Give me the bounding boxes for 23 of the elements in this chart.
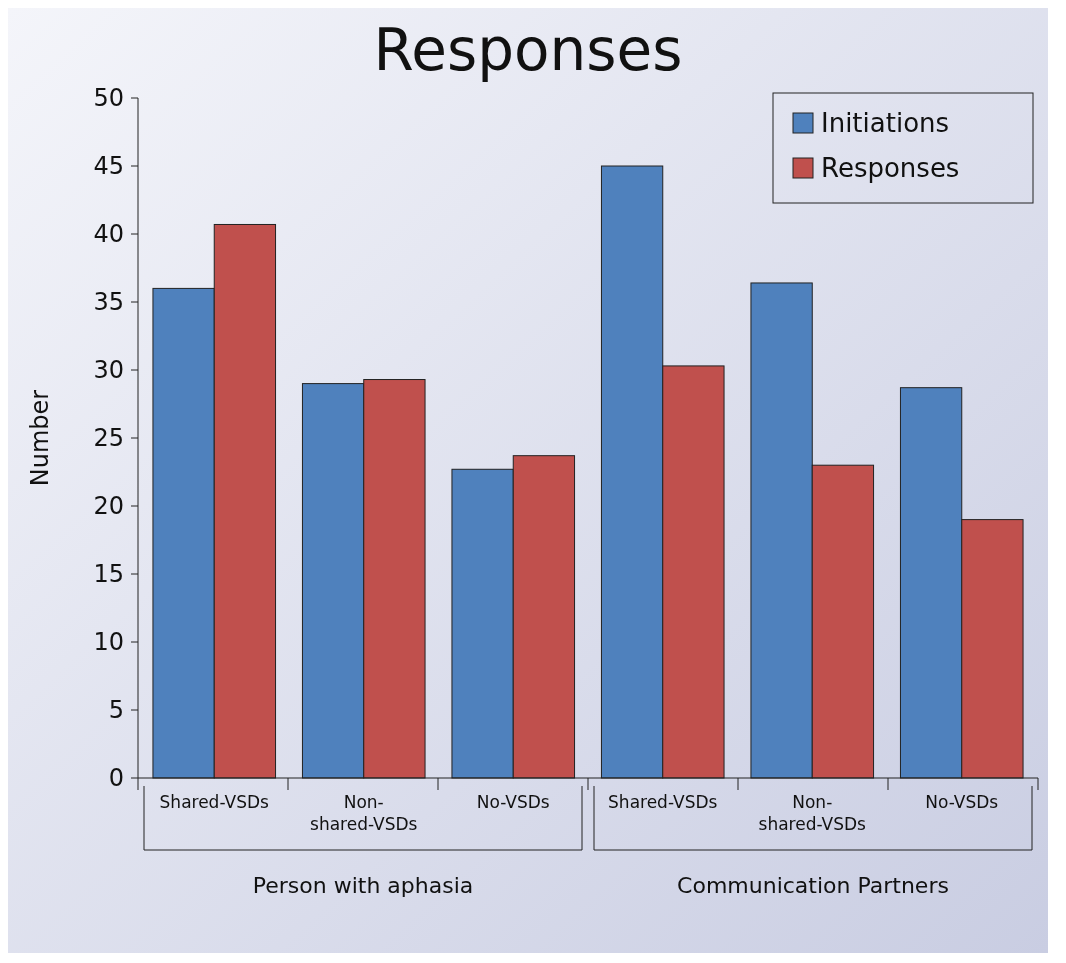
y-tick-label: 20 bbox=[93, 492, 124, 521]
y-tick-label: 45 bbox=[93, 152, 124, 181]
y-tick-label: 10 bbox=[93, 628, 124, 657]
x-tick-label: No-VSDs bbox=[925, 792, 999, 812]
y-tick-label: 35 bbox=[93, 288, 124, 317]
legend-label: Initiations bbox=[821, 108, 950, 139]
y-tick-label: 15 bbox=[93, 560, 124, 589]
y-tick-label: 40 bbox=[93, 220, 124, 249]
x-tick-label: Shared-VSDs bbox=[608, 792, 718, 812]
chart-title: Responses bbox=[373, 16, 683, 84]
y-tick-label: 30 bbox=[93, 356, 124, 385]
x-tick-label: Non-shared-VSDs bbox=[310, 792, 418, 834]
text: Communication Partners bbox=[677, 873, 949, 898]
text: Person with aphasia bbox=[252, 873, 474, 898]
y-axis-title: Number bbox=[26, 389, 54, 487]
y-tick-label: 5 bbox=[108, 696, 124, 725]
y-tick-label: 25 bbox=[93, 424, 124, 453]
x-tick-label: No-VSDs bbox=[476, 792, 550, 812]
x-tick-label: Shared-VSDs bbox=[159, 792, 270, 812]
y-tick-label: 50 bbox=[93, 84, 124, 113]
legend-label: Responses bbox=[821, 153, 960, 184]
y-tick-label: 0 bbox=[108, 764, 124, 793]
x-tick-label: Non-shared-VSDs bbox=[758, 792, 867, 834]
